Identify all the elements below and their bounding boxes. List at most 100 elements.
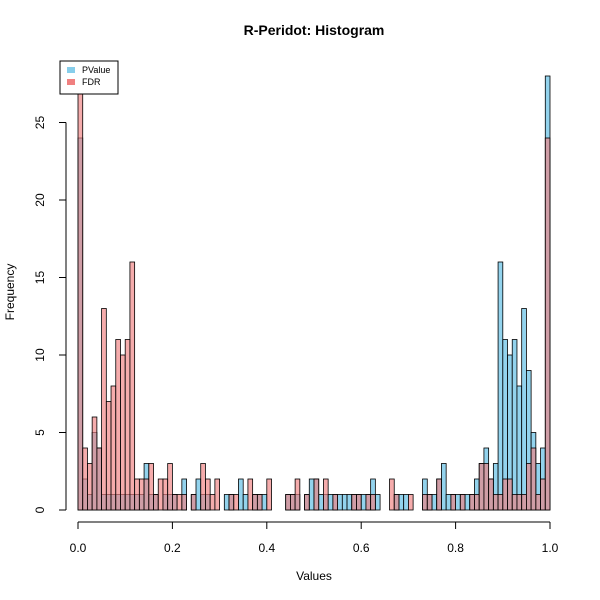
bar-pvalue: [223, 494, 230, 511]
bar-fdr: [488, 478, 494, 511]
chart-title: R-Peridot: Histogram: [244, 22, 385, 38]
bar-fdr: [181, 494, 187, 511]
y-tick-label: 5: [33, 429, 47, 436]
bar-fdr: [351, 494, 357, 511]
bar-pvalue: [516, 385, 523, 511]
bar-fdr: [214, 478, 221, 511]
bar-fdr: [540, 478, 546, 511]
bar-fdr: [483, 463, 490, 511]
bar-fdr: [407, 494, 414, 511]
bar-fdr: [176, 494, 183, 511]
bar-fdr: [153, 494, 159, 511]
bar-fdr: [365, 494, 372, 511]
bar-fdr: [285, 494, 291, 511]
y-tick-label: 25: [33, 116, 47, 130]
bar-pvalue: [341, 494, 348, 511]
bar-fdr: [82, 447, 88, 511]
legend-label-fdr: FDR: [82, 77, 101, 87]
bar-fdr: [228, 494, 235, 511]
bar-pvalue: [327, 494, 334, 511]
bar-fdr: [332, 494, 339, 511]
legend-swatch-fdr: [67, 79, 75, 85]
bar-fdr: [209, 494, 216, 511]
bar-fdr: [502, 478, 508, 511]
bar-fdr: [294, 478, 301, 511]
bar-fdr: [521, 494, 527, 511]
bar-pvalue: [431, 494, 438, 511]
bar-fdr: [544, 137, 551, 511]
bar-pvalue: [455, 494, 461, 511]
x-tick-label: 0.6: [353, 541, 370, 555]
bar-fdr: [115, 339, 121, 511]
bar-fdr: [96, 447, 102, 511]
bar-fdr: [393, 494, 400, 511]
bar-fdr: [247, 478, 254, 511]
bar-fdr: [450, 494, 457, 511]
bar-pvalue: [238, 478, 244, 511]
bar-pvalue: [403, 494, 409, 511]
legend-box: [59, 60, 119, 95]
bar-fdr: [134, 478, 140, 511]
bar-fdr: [77, 75, 84, 511]
x-axis-label: Values: [296, 569, 332, 583]
bar-fdr: [497, 494, 504, 511]
bar-pvalue: [346, 494, 353, 511]
bar-pvalue: [497, 261, 504, 511]
y-tick-label: 0: [33, 506, 47, 513]
bar-fdr: [289, 494, 296, 511]
x-axis: 0.0 0.2 0.4 0.6 0.8 1.0: [70, 521, 559, 555]
bar-pvalue: [337, 494, 343, 511]
bar-pvalue: [521, 308, 527, 511]
pvalue-bars: [77, 75, 551, 511]
y-tick-label: 20: [33, 193, 47, 207]
bar-fdr: [526, 463, 532, 511]
bar-pvalue: [195, 478, 202, 511]
bar-fdr: [313, 478, 320, 511]
bar-fdr: [148, 463, 154, 511]
bar-fdr: [233, 494, 239, 511]
bar-pvalue: [511, 339, 518, 511]
bar-fdr: [105, 401, 112, 511]
bar-pvalue: [445, 494, 452, 511]
y-tick-label: 15: [33, 271, 47, 285]
bar-pvalue: [398, 494, 405, 511]
bar-pvalue: [360, 494, 367, 511]
bar-fdr: [91, 416, 98, 511]
bar-fdr: [101, 308, 107, 511]
bar-fdr: [370, 494, 376, 511]
bar-fdr: [129, 261, 136, 511]
bar-fdr: [162, 478, 169, 511]
bar-pvalue: [318, 494, 324, 511]
bar-fdr: [426, 494, 433, 511]
bar-fdr: [459, 494, 466, 511]
x-tick-label: 0.4: [258, 541, 275, 555]
bar-fdr: [389, 478, 395, 511]
bar-pvalue: [464, 494, 471, 511]
bar-fdr: [190, 494, 197, 511]
bar-fdr: [469, 494, 475, 511]
fdr-bars: [77, 75, 551, 511]
bar-pvalue: [308, 478, 315, 511]
bar-fdr: [323, 478, 329, 511]
bar-fdr: [143, 478, 150, 511]
y-axis: 0 5 10 15 20 25: [33, 116, 67, 513]
legend-label-pvalue: PValue: [82, 65, 110, 75]
bar-fdr: [200, 463, 206, 511]
x-tick-label: 0.0: [70, 541, 87, 555]
bar-fdr: [478, 463, 485, 511]
y-tick-label: 10: [33, 348, 47, 362]
bar-pvalue: [441, 463, 447, 511]
bar-pvalue: [261, 494, 268, 511]
bar-fdr: [205, 478, 211, 511]
bar-fdr: [507, 478, 513, 511]
bar-fdr: [511, 494, 518, 511]
bar-fdr: [138, 478, 145, 511]
bar-fdr: [124, 339, 131, 511]
legend: PValue FDR: [59, 60, 119, 95]
bar-pvalue: [242, 494, 249, 511]
bar-fdr: [356, 494, 362, 511]
bar-fdr: [256, 494, 263, 511]
bar-pvalue: [374, 494, 381, 511]
bar-fdr: [474, 494, 480, 511]
